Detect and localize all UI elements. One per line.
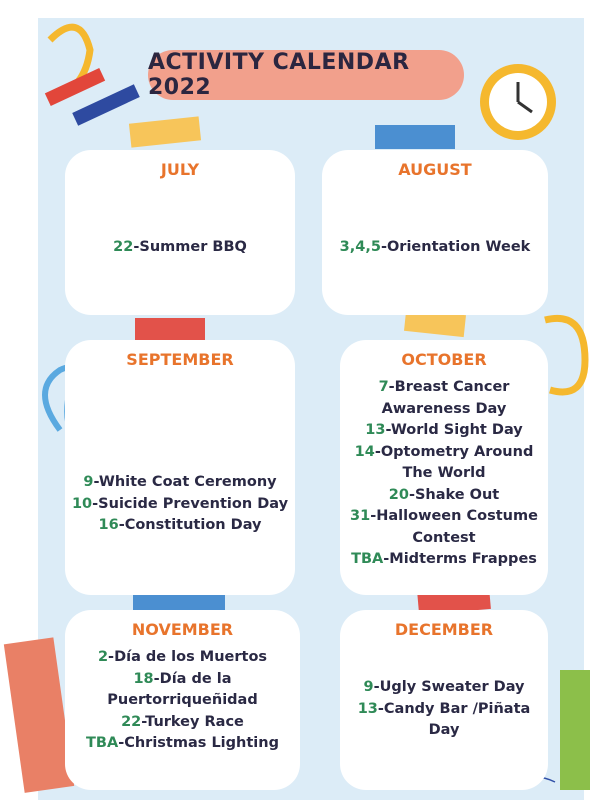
event-day: TBA — [86, 735, 119, 751]
event-text: -Día de los Muertos — [108, 649, 268, 665]
event: 22-Summer BBQ — [71, 237, 289, 259]
event: 7-Breast Cancer Awareness Day — [346, 377, 542, 420]
event: TBA-Midterms Frappes — [346, 549, 542, 571]
event: 9-White Coat Ceremony — [71, 472, 289, 494]
event-text: -Ugly Sweater Day — [373, 679, 525, 695]
event-day: 22 — [121, 713, 142, 730]
month-title: AUGUST — [398, 160, 472, 179]
event-text: -Constitution Day — [118, 517, 262, 533]
month-box: JULY 22-Summer BBQ — [65, 150, 295, 315]
event-text: -Breast Cancer Awareness Day — [381, 379, 510, 417]
event: 16-Constitution Day — [71, 515, 289, 537]
month-title: SEPTEMBER — [126, 350, 234, 369]
event-text: -Halloween Costume Contest — [370, 508, 538, 546]
event-text: -White Coat Ceremony — [93, 474, 277, 490]
event-day: 3,4,5 — [339, 239, 381, 255]
event: 31-Halloween Costume Contest — [346, 506, 542, 549]
event-day: 9 — [363, 679, 374, 695]
event-day: TBA — [351, 551, 384, 567]
event-text: -Summer BBQ — [133, 239, 247, 255]
event-text: -World Sight Day — [385, 422, 523, 438]
event-day: 13 — [357, 700, 378, 717]
month-box: AUGUST 3,4,5-Orientation Week — [322, 150, 548, 315]
event: 13-World Sight Day — [346, 420, 542, 442]
event-day: 31 — [350, 508, 371, 524]
event-day: 22 — [113, 239, 134, 255]
month-box: SEPTEMBER 9-White Coat Ceremony 10-Suicide… — [65, 340, 295, 595]
month-title: DECEMBER — [394, 620, 494, 639]
event: 18-Día de la Puertorriqueñidad — [71, 669, 294, 712]
event: 20-Shake Out — [346, 485, 542, 507]
event: 14-Optometry Around The World — [346, 442, 542, 485]
month-title: NOVEMBER — [131, 620, 234, 639]
month-title: JULY — [160, 160, 200, 179]
month-box: NOVEMBER 2-Día de los Muertos 18-Día de la… — [65, 610, 300, 790]
title: ACTIVITY CALENDAR 2022 — [148, 50, 464, 100]
event-text: -Día de la Puertorriqueñidad — [107, 670, 258, 709]
event-text: -Midterms Frappes — [383, 551, 537, 567]
event-day: 2 — [97, 649, 109, 665]
event-day: 13 — [365, 422, 386, 438]
event-text: -Candy Bar /Piñata Day — [377, 700, 531, 739]
event: 9-Ugly Sweater Day — [346, 677, 542, 699]
event-day: 16 — [98, 517, 119, 533]
event-text: -Shake Out — [408, 486, 500, 503]
event: 13-Candy Bar /Piñata Day — [346, 699, 542, 742]
event-day: 18 — [133, 670, 154, 687]
event: 3,4,5-Orientation Week — [328, 237, 542, 259]
event-text: -Suicide Prevention Day — [92, 495, 289, 512]
event: TBA-Christmas Lighting — [71, 733, 294, 755]
event-text: -Christmas Lighting — [118, 735, 279, 751]
event-day: 20 — [388, 486, 409, 503]
event-day: 14 — [354, 443, 375, 460]
month-title: OCTOBER — [401, 350, 487, 369]
month-box: DECEMBER 9-Ugly Sweater Day 13-Candy Bar /… — [340, 610, 548, 790]
event-text: -Orientation Week — [380, 239, 531, 255]
event: 22-Turkey Race — [71, 712, 294, 734]
event-day: 7 — [378, 379, 389, 395]
event-day: 10 — [71, 495, 93, 512]
event-text: -Turkey Race — [141, 713, 244, 730]
month-box: OCTOBER 7-Breast Cancer Awareness Day 13-W… — [340, 340, 548, 595]
event: 10-Suicide Prevention Day — [71, 494, 289, 516]
event-text: -Optometry Around The World — [374, 443, 534, 482]
event-day: 9 — [83, 474, 94, 490]
event: 2-Día de los Muertos — [71, 647, 294, 669]
